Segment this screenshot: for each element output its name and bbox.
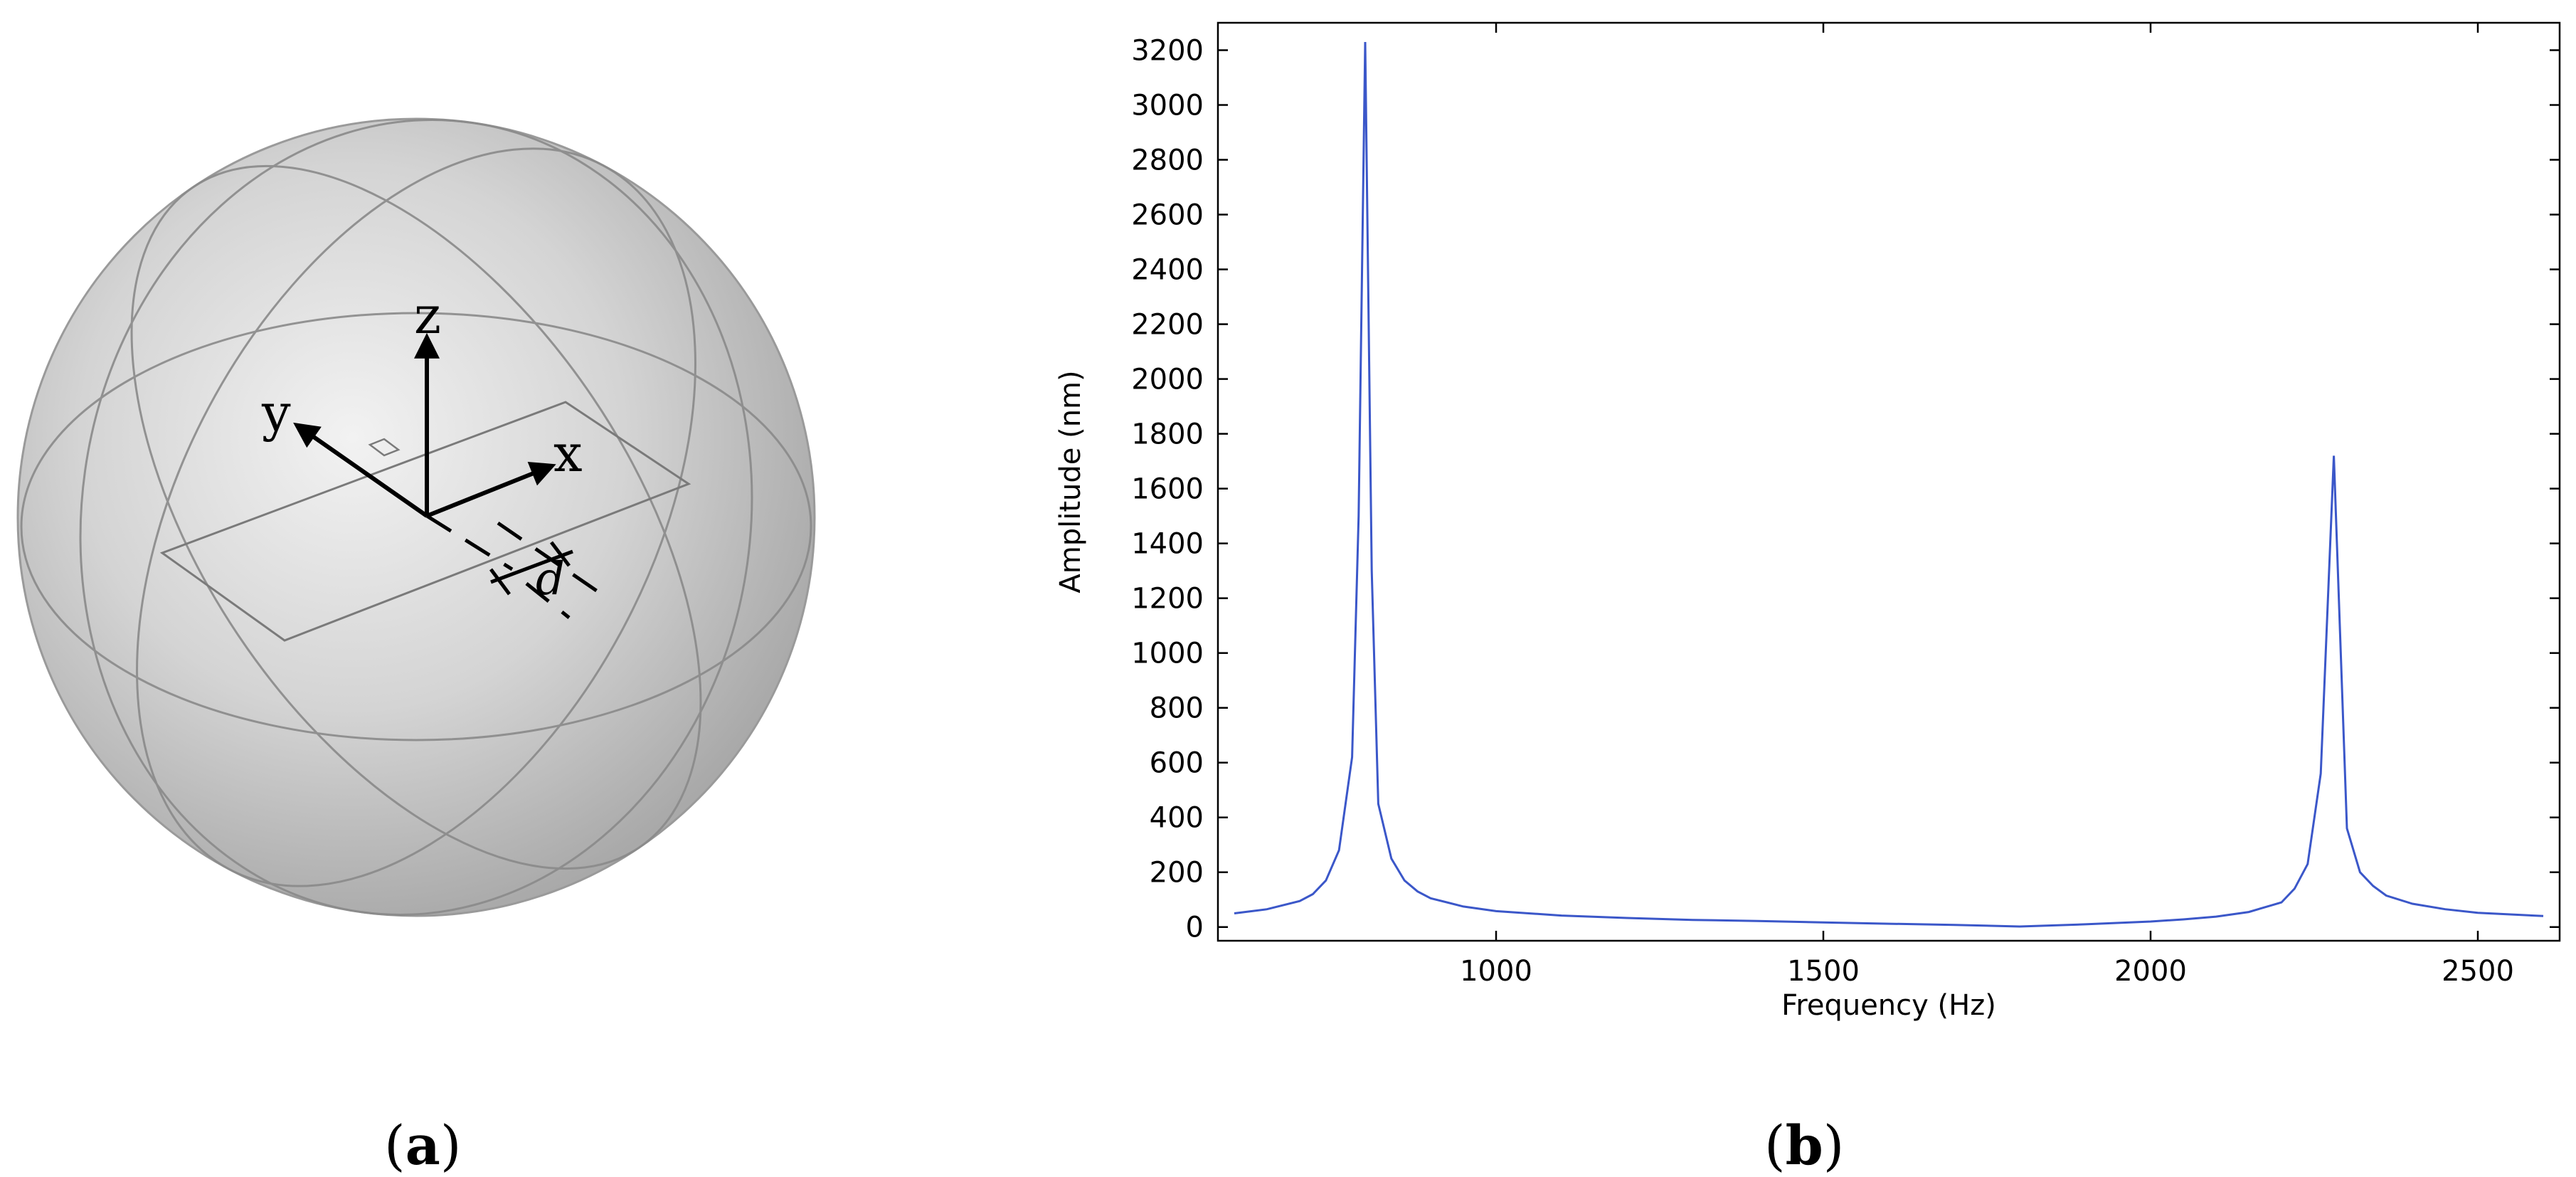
x-tick-label: 1500 (1787, 955, 1860, 988)
y-tick-label: 400 (1150, 802, 1204, 835)
y-tick-label: 0 (1186, 912, 1204, 944)
series-line-amplitude (1234, 41, 2544, 928)
y-tick-label: 600 (1150, 747, 1204, 780)
y-axis-label: y (261, 383, 291, 443)
y-tick-label: 3200 (1131, 35, 1204, 68)
y-tick-label: 1800 (1131, 418, 1204, 451)
y-tick-label: 800 (1150, 692, 1204, 725)
plot-frame (1217, 21, 2561, 942)
panel-label-b-letter: b (1785, 1114, 1823, 1177)
y-axis-arrow (293, 422, 428, 518)
y-tick-label: 2800 (1131, 144, 1204, 177)
frequency-chart: 0 200 400 600 800 1000 1200 1400 1600 1800 2000 220… (1054, 21, 2561, 1022)
sphere-wireframe (20, 119, 812, 916)
y-tick-label: 3000 (1131, 90, 1204, 122)
x-axis-title: Frequency (Hz) (1781, 989, 1996, 1022)
y-tick-label: 1000 (1131, 638, 1204, 670)
panel-label-b: (b) (1764, 1114, 1845, 1177)
sphere (16, 117, 816, 917)
z-axis-label: z (414, 285, 441, 345)
x-axis-arrow (425, 461, 556, 518)
y-tick-label: 200 (1150, 857, 1204, 890)
panel-label-a: (a) (384, 1114, 462, 1177)
x-tick-label: 1000 (1460, 955, 1532, 988)
plate-tab (368, 438, 401, 457)
y-tick-label: 1400 (1131, 528, 1204, 561)
sphere-diagram: z y x d (16, 117, 816, 917)
x-tick-label: 2000 (2114, 955, 2187, 988)
y-tick-label: 2200 (1131, 309, 1204, 342)
y-tick-label: 1600 (1131, 473, 1204, 506)
plate-outline (159, 401, 691, 642)
panel-label-a-letter: a (405, 1114, 440, 1177)
dimension-d (425, 514, 606, 619)
y-axis-title: Amplitude (nm) (1054, 370, 1087, 593)
y-tick-label: 1200 (1131, 583, 1204, 616)
x-axis: 1000 1500 2000 2500 (1460, 23, 2514, 988)
d-dimension-label: d (536, 553, 565, 606)
x-axis-label: x (553, 423, 583, 483)
y-axis: 0 200 400 600 800 1000 1200 1400 1600 1800 2000 220… (1131, 35, 2560, 944)
y-tick-label: 2400 (1131, 254, 1204, 287)
y-tick-label: 2600 (1131, 199, 1204, 232)
x-tick-label: 2500 (2442, 955, 2514, 988)
y-tick-label: 2000 (1131, 364, 1204, 396)
